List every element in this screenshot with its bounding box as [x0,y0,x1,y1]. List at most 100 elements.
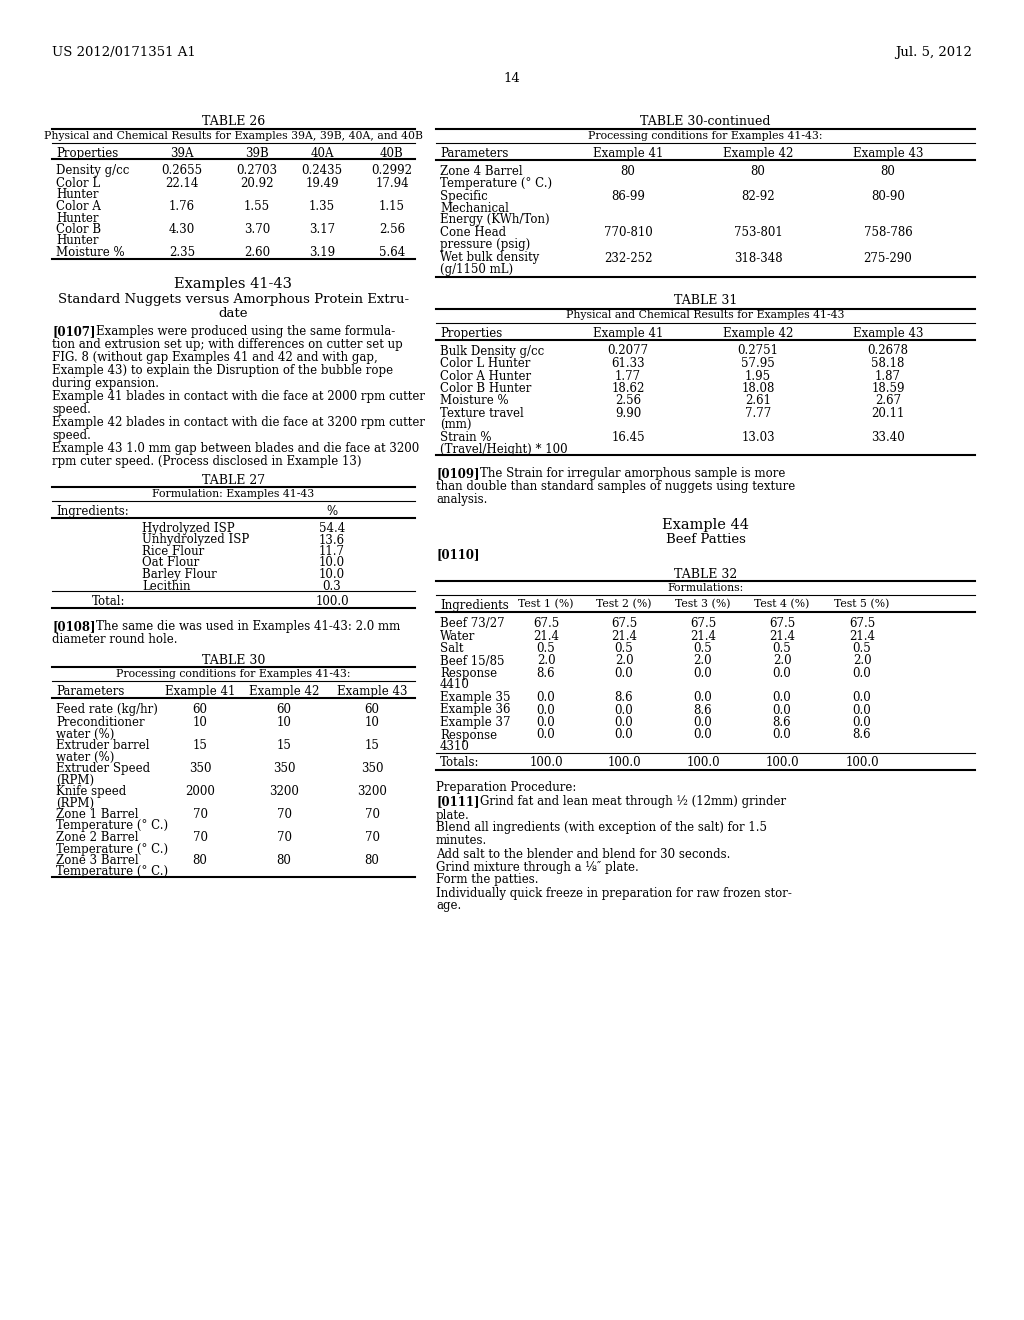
Text: 0.0: 0.0 [773,704,792,717]
Text: 0.5: 0.5 [773,642,792,655]
Text: 16.45: 16.45 [611,432,645,444]
Text: 2.61: 2.61 [745,395,771,408]
Text: 0.2751: 0.2751 [737,345,778,358]
Text: Strain %: Strain % [440,432,492,444]
Text: Example 37: Example 37 [440,715,511,729]
Text: Example 42 blades in contact with die face at 3200 rpm cutter: Example 42 blades in contact with die fa… [52,416,425,429]
Text: Ingredients:: Ingredients: [56,506,129,517]
Text: 100.0: 100.0 [529,756,563,770]
Text: Moisture %: Moisture % [440,395,509,408]
Text: Blend all ingredients (with exception of the salt) for 1.5: Blend all ingredients (with exception of… [436,821,767,834]
Text: 0.5: 0.5 [853,642,871,655]
Text: 18.62: 18.62 [611,381,645,395]
Text: Individually quick freeze in preparation for raw frozen stor-: Individually quick freeze in preparation… [436,887,792,899]
Text: Examples were produced using the same formula-: Examples were produced using the same fo… [96,325,395,338]
Text: Example 43: Example 43 [853,326,924,339]
Text: Beef Patties: Beef Patties [666,533,745,546]
Text: 0.0: 0.0 [537,690,555,704]
Text: Properties: Properties [56,147,118,160]
Text: Example 41: Example 41 [593,147,664,160]
Text: 19.49: 19.49 [305,177,339,190]
Text: Zone 1 Barrel: Zone 1 Barrel [56,808,138,821]
Text: 3200: 3200 [269,785,299,799]
Text: Color A Hunter: Color A Hunter [440,370,531,383]
Text: 15: 15 [276,739,292,752]
Text: 3.19: 3.19 [309,246,335,259]
Text: 2.0: 2.0 [773,655,792,668]
Text: Test 5 (%): Test 5 (%) [835,599,890,610]
Text: The Strain for irregular amorphous sample is more: The Strain for irregular amorphous sampl… [480,467,785,480]
Text: Zone 4 Barrel: Zone 4 Barrel [440,165,522,178]
Text: Response: Response [440,667,497,680]
Text: 39B: 39B [245,147,269,160]
Text: 0.0: 0.0 [773,729,792,742]
Text: minutes.: minutes. [436,834,487,847]
Text: 7.77: 7.77 [744,407,771,420]
Text: 57.95: 57.95 [741,356,775,370]
Text: TABLE 30-continued: TABLE 30-continued [640,115,771,128]
Text: 86-99: 86-99 [611,190,645,203]
Text: Barley Flour: Barley Flour [142,568,217,581]
Text: 0.3: 0.3 [323,579,341,593]
Text: 54.4: 54.4 [318,521,345,535]
Text: Example 42: Example 42 [249,685,319,698]
Text: 2.56: 2.56 [615,395,641,408]
Text: Color L Hunter: Color L Hunter [440,356,530,370]
Text: 13.03: 13.03 [741,432,775,444]
Text: 3.17: 3.17 [309,223,335,236]
Text: 22.14: 22.14 [165,177,199,190]
Text: Wet bulk density: Wet bulk density [440,252,540,264]
Text: Cone Head: Cone Head [440,227,506,239]
Text: 17.94: 17.94 [375,177,409,190]
Text: Test 4 (%): Test 4 (%) [755,599,810,610]
Text: Hunter: Hunter [56,189,98,202]
Text: 0.0: 0.0 [773,667,792,680]
Text: TABLE 32: TABLE 32 [674,568,737,581]
Text: Example 43 1.0 mm gap between blades and die face at 3200: Example 43 1.0 mm gap between blades and… [52,442,419,455]
Text: Mechanical: Mechanical [440,202,509,214]
Text: 70: 70 [193,832,208,843]
Text: Density g/cc: Density g/cc [56,164,129,177]
Text: 70: 70 [193,808,208,821]
Text: Grind fat and lean meat through ½ (12mm) grinder: Grind fat and lean meat through ½ (12mm)… [480,796,786,808]
Text: 0.2703: 0.2703 [237,164,278,177]
Text: Zone 3 Barrel: Zone 3 Barrel [56,854,138,867]
Text: 350: 350 [188,762,211,775]
Text: 0.5: 0.5 [614,642,634,655]
Text: 80: 80 [193,854,208,867]
Text: 2.0: 2.0 [537,655,555,668]
Text: 0.2435: 0.2435 [301,164,343,177]
Text: 60: 60 [365,704,380,715]
Text: Example 42: Example 42 [723,326,794,339]
Text: during expansion.: during expansion. [52,378,159,389]
Text: 275-290: 275-290 [863,252,912,264]
Text: 0.0: 0.0 [853,715,871,729]
Text: 67.5: 67.5 [849,616,876,630]
Text: 67.5: 67.5 [611,616,637,630]
Text: 1.95: 1.95 [744,370,771,383]
Text: Water: Water [440,630,475,643]
Text: 33.40: 33.40 [871,432,905,444]
Text: speed.: speed. [52,429,91,442]
Text: Energy (KWh/Ton): Energy (KWh/Ton) [440,213,550,226]
Text: Color L: Color L [56,177,100,190]
Text: 350: 350 [360,762,383,775]
Text: rpm cuter speed. (Process disclosed in Example 13): rpm cuter speed. (Process disclosed in E… [52,455,361,469]
Text: 60: 60 [193,704,208,715]
Text: Lecithin: Lecithin [142,579,190,593]
Text: Hunter: Hunter [56,235,98,248]
Text: 2.0: 2.0 [853,655,871,668]
Text: Hunter: Hunter [56,211,98,224]
Text: Formulations:: Formulations: [668,583,743,593]
Text: %: % [327,506,338,517]
Text: 14: 14 [504,73,520,84]
Text: 232-252: 232-252 [604,252,652,264]
Text: 20.92: 20.92 [241,177,273,190]
Text: 10.0: 10.0 [318,568,345,581]
Text: Formulation: Examples 41-43: Formulation: Examples 41-43 [153,488,314,499]
Text: 0.0: 0.0 [693,729,713,742]
Text: 10: 10 [365,715,380,729]
Text: Texture travel: Texture travel [440,407,523,420]
Text: 2.0: 2.0 [693,655,713,668]
Text: Total:: Total: [92,595,126,609]
